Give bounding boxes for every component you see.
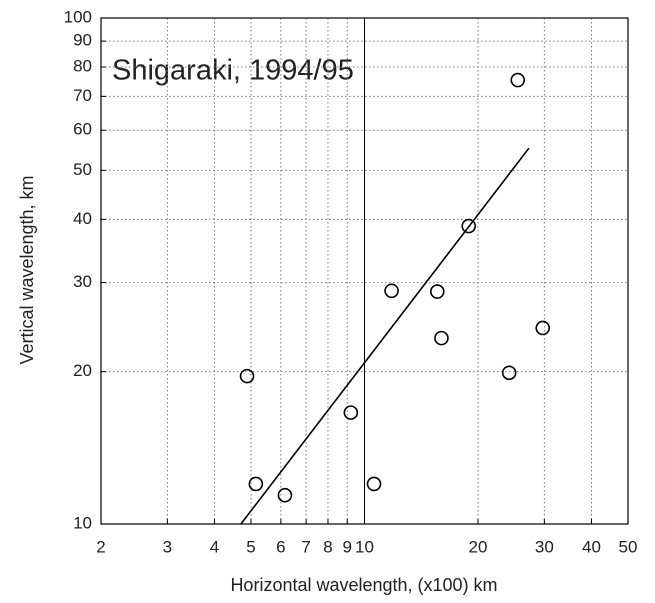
y-axis-label: Vertical wavelength, km: [17, 175, 37, 364]
x-axis-label: Horizontal wavelength, (x100) km: [230, 575, 497, 595]
data-point: [277, 487, 293, 503]
data-point: [510, 72, 526, 88]
data-point: [434, 330, 449, 346]
x-tick-label: 8: [323, 537, 332, 556]
data-point: [384, 283, 399, 299]
y-tick-label: 20: [73, 361, 92, 380]
x-tick-label: 9: [343, 537, 352, 556]
x-tick-label: 7: [301, 537, 310, 556]
x-tick-label: 2: [96, 537, 105, 556]
y-tick-label: 10: [73, 513, 92, 532]
data-point: [535, 320, 551, 336]
x-tick-label: 3: [163, 537, 172, 556]
data-point: [343, 405, 359, 420]
data-point: [501, 365, 517, 381]
fit-line: [240, 147, 530, 525]
plot-frame: [100, 17, 629, 525]
x-tick-label: 10: [355, 537, 374, 556]
y-tick-label: 30: [73, 272, 92, 291]
x-tick-label: 20: [469, 537, 488, 556]
x-tick-label: 40: [582, 537, 601, 556]
y-tick-label: 60: [73, 120, 92, 139]
y-tick-label: 70: [73, 86, 92, 105]
y-tick-label: 80: [73, 57, 92, 76]
y-tick-label: 90: [73, 31, 92, 50]
y-tick-label: 50: [73, 160, 92, 179]
x-tick-label: 30: [535, 537, 554, 556]
data-point: [366, 476, 382, 492]
data-point: [461, 218, 477, 234]
x-tick-label: 5: [246, 537, 255, 556]
x-tick-label: 6: [276, 537, 285, 556]
y-tick-label: 40: [73, 209, 92, 228]
data-point: [430, 284, 445, 299]
x-tick-label: 50: [619, 537, 638, 556]
data-point: [239, 368, 255, 384]
chart-title: Shigaraki, 1994/95: [112, 55, 354, 87]
y-tick-label: 100: [64, 7, 92, 26]
x-tick-label: 4: [210, 537, 219, 556]
data-point: [248, 476, 264, 492]
